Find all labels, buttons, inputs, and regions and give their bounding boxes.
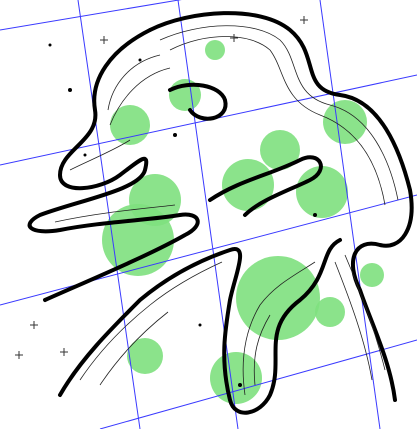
contour-inner [208,155,323,217]
star-dot [313,213,317,217]
grid-line [99,339,417,429]
grid-line [177,0,239,429]
blob [323,100,367,144]
blob [110,105,150,145]
star-dot [198,323,202,327]
stars [15,16,317,387]
blob [127,338,163,374]
contour [242,261,316,396]
blob [205,40,225,60]
star-dot [138,58,142,62]
contour-outer [148,11,414,402]
grid-line [319,0,381,429]
blob [296,166,348,218]
contour [107,54,171,126]
contour [54,139,176,223]
blob [222,159,274,211]
star-dot [48,43,52,47]
grid-line [0,194,417,306]
star-dot [68,88,72,92]
contours [27,11,414,415]
star-dot [238,383,242,387]
star [15,16,308,359]
contour [169,36,386,206]
contour [159,25,399,201]
grid-line [77,0,141,429]
contour [79,261,223,386]
blob [315,297,345,327]
grid-line [0,0,182,31]
star-dot [173,133,177,137]
star-dot [83,153,87,157]
blob [260,130,300,170]
contour-outer [27,28,200,302]
contour-inner [168,82,228,121]
contour-outer [58,238,342,415]
blob [236,256,320,340]
blob [360,263,384,287]
contour [334,254,386,381]
